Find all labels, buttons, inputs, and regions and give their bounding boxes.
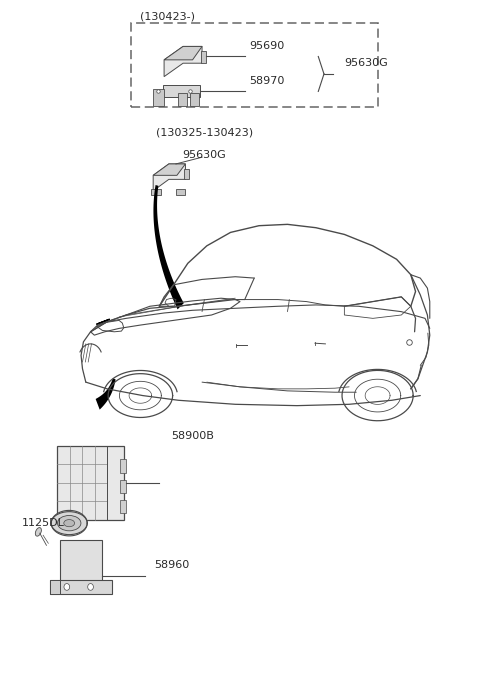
Text: 58900B: 58900B (171, 431, 214, 441)
Ellipse shape (64, 584, 70, 590)
Bar (57, 446, 124, 520)
Bar (190, 93, 199, 106)
Bar (176, 189, 185, 196)
Ellipse shape (51, 512, 87, 535)
Bar (151, 189, 161, 196)
Bar (201, 51, 206, 63)
Polygon shape (153, 164, 185, 175)
Polygon shape (164, 47, 202, 60)
Bar (120, 479, 126, 493)
Text: 95630G: 95630G (344, 58, 388, 68)
Polygon shape (153, 164, 185, 191)
Text: 95690: 95690 (250, 41, 285, 51)
Ellipse shape (64, 519, 74, 527)
Bar (50, 580, 112, 594)
Ellipse shape (58, 515, 81, 531)
Polygon shape (96, 378, 116, 410)
Bar (120, 460, 126, 473)
Text: 1125DL: 1125DL (22, 518, 65, 528)
Polygon shape (50, 580, 60, 594)
Text: 95630G: 95630G (182, 150, 226, 160)
Ellipse shape (88, 584, 94, 590)
Bar (153, 89, 164, 106)
Bar (184, 169, 189, 179)
Text: (130423-): (130423-) (140, 12, 195, 22)
Text: 58960: 58960 (155, 561, 190, 571)
Ellipse shape (36, 527, 41, 536)
Polygon shape (163, 85, 200, 97)
Bar (60, 540, 102, 584)
Text: (130325-130423): (130325-130423) (156, 127, 253, 137)
Polygon shape (154, 185, 184, 309)
Polygon shape (164, 47, 202, 77)
Bar (120, 500, 126, 513)
FancyArrowPatch shape (97, 320, 109, 324)
Text: 58970: 58970 (250, 76, 285, 86)
Bar (179, 93, 187, 106)
